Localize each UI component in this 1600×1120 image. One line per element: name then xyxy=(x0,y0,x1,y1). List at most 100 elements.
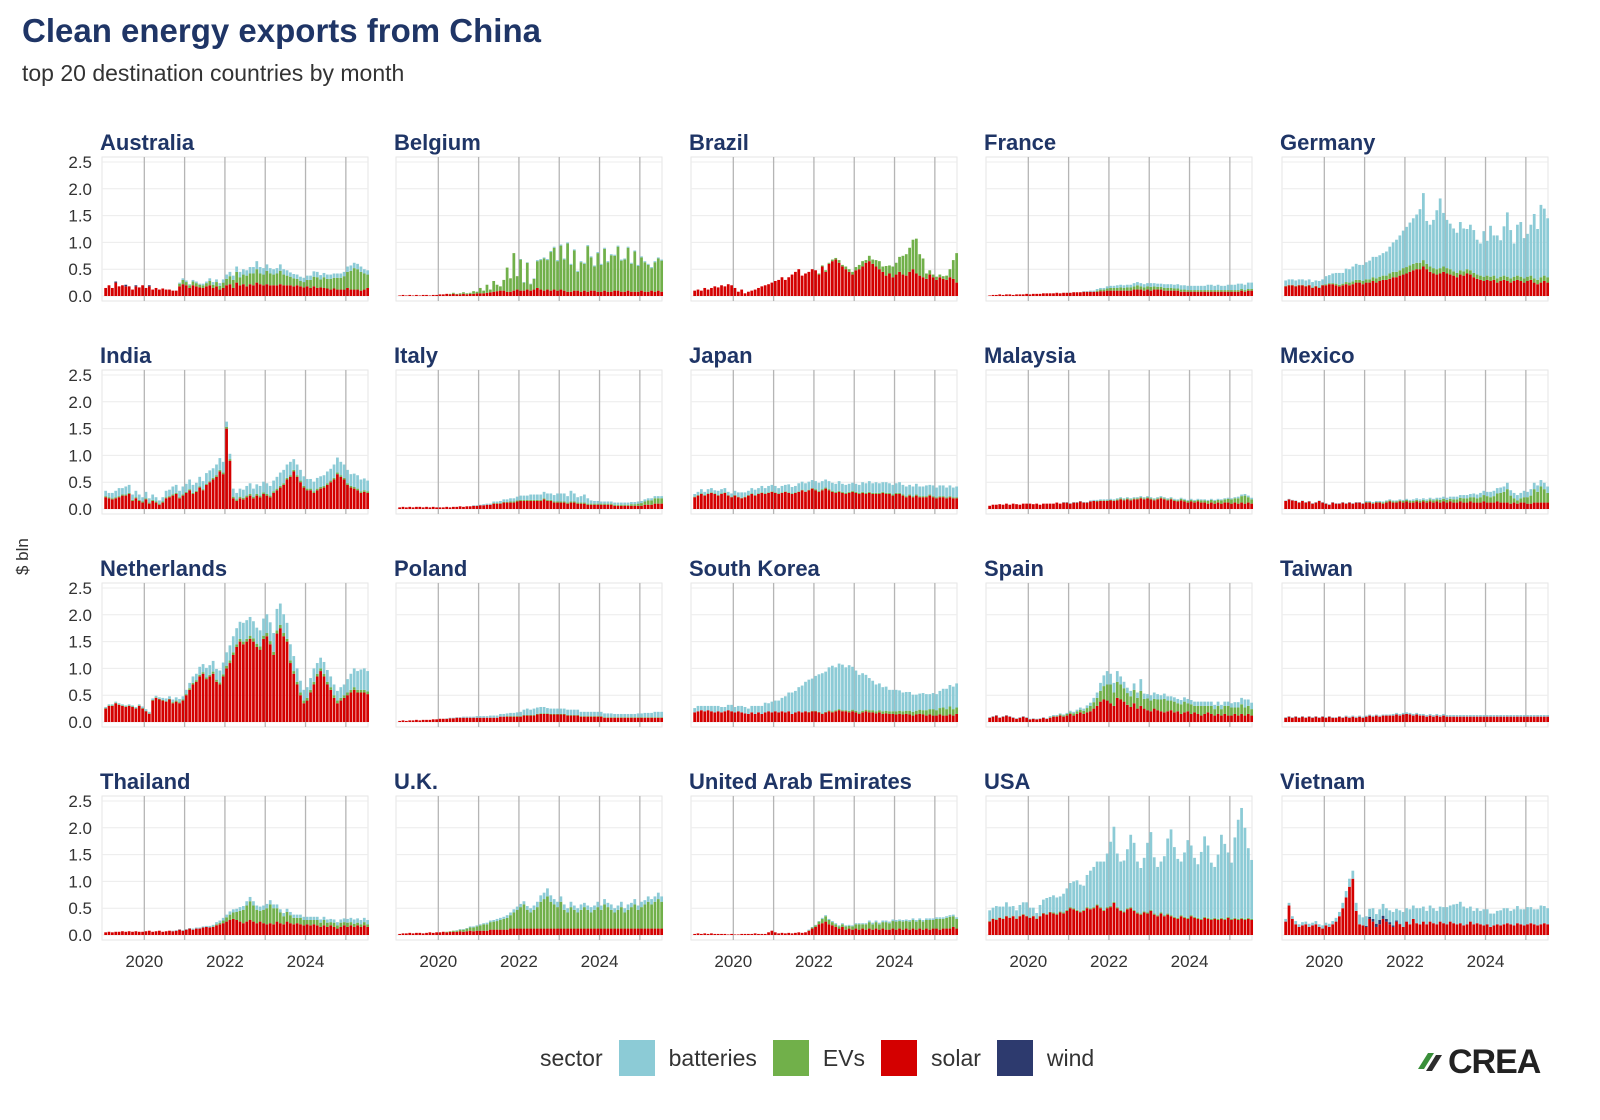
bar-solar xyxy=(770,282,774,296)
bar-solar xyxy=(1132,910,1136,935)
bar-batteries xyxy=(1505,908,1509,924)
bar-evs xyxy=(572,250,576,291)
bar-evs xyxy=(238,910,242,922)
bar-solar xyxy=(1398,924,1402,935)
bar-batteries xyxy=(1199,851,1203,919)
bar-batteries xyxy=(1132,283,1136,287)
bar-evs xyxy=(542,258,546,291)
bar-solar xyxy=(1206,503,1210,509)
bar-evs xyxy=(1156,286,1159,290)
bar-evs xyxy=(231,912,235,919)
bar-solar xyxy=(431,294,435,296)
bar-batteries xyxy=(931,485,935,497)
bar-solar xyxy=(854,492,858,509)
bar-batteries xyxy=(1408,499,1412,501)
bar-batteries xyxy=(780,485,784,493)
bar-batteries xyxy=(1196,285,1200,291)
bar-batteries xyxy=(1055,897,1059,914)
bar-evs xyxy=(830,490,834,492)
bar-solar xyxy=(1162,290,1166,296)
bar-batteries xyxy=(208,665,212,675)
bar-batteries xyxy=(505,499,509,503)
bar-evs xyxy=(1327,283,1331,285)
bar-batteries xyxy=(1297,717,1301,718)
bar-batteries xyxy=(1146,496,1149,498)
bar-solar xyxy=(485,930,489,935)
bar-evs xyxy=(1021,914,1025,915)
bar-evs xyxy=(948,706,952,715)
bar-solar xyxy=(716,711,720,722)
bar-evs xyxy=(556,907,559,929)
bar-solar xyxy=(178,498,181,509)
bar-evs xyxy=(1465,498,1469,503)
bar-solar xyxy=(1129,500,1133,509)
bar-evs xyxy=(1395,501,1398,503)
bar-batteries xyxy=(1539,715,1543,717)
bar-batteries xyxy=(1062,502,1065,503)
bar-batteries xyxy=(941,688,945,708)
bar-solar xyxy=(215,286,218,296)
bar-evs xyxy=(1139,913,1143,915)
bar-evs xyxy=(252,496,255,499)
bar-solar xyxy=(596,291,600,296)
bar-batteries xyxy=(1536,909,1539,926)
bar-solar xyxy=(141,502,144,509)
bar-evs xyxy=(151,499,155,501)
bar-solar xyxy=(289,476,292,509)
bar-batteries xyxy=(362,917,366,923)
bar-solar xyxy=(867,492,871,509)
bar-batteries xyxy=(1307,500,1311,502)
bar-solar xyxy=(1186,918,1190,935)
bar-batteries xyxy=(319,657,322,669)
bar-solar xyxy=(299,924,302,935)
bar-solar xyxy=(613,717,616,722)
bar-solar xyxy=(1354,502,1358,509)
bar-solar xyxy=(881,928,885,935)
bar-batteries xyxy=(201,664,205,673)
bar-solar xyxy=(1502,924,1506,935)
bar-solar xyxy=(1089,291,1092,296)
bar-solar xyxy=(1307,285,1311,296)
bar-batteries xyxy=(1246,495,1250,498)
bar-solar xyxy=(921,714,925,722)
bar-solar xyxy=(1236,919,1240,935)
bar-evs xyxy=(699,493,703,494)
bar-evs xyxy=(837,709,841,711)
bar-solar xyxy=(807,490,811,509)
bar-solar xyxy=(1374,926,1378,935)
bar-solar xyxy=(988,295,992,296)
bar-evs xyxy=(703,495,707,496)
bar-batteries xyxy=(864,923,868,925)
bar-batteries xyxy=(1364,262,1368,280)
bar-batteries xyxy=(114,701,118,703)
bar-batteries xyxy=(154,497,158,502)
bar-solar xyxy=(1031,293,1035,296)
bar-solar xyxy=(502,502,506,509)
bar-solar xyxy=(238,285,242,296)
bar-solar xyxy=(599,928,603,935)
bar-batteries xyxy=(1209,701,1213,706)
bar-solar xyxy=(241,284,245,296)
bar-evs xyxy=(309,689,312,693)
bar-solar xyxy=(302,703,306,722)
bar-batteries xyxy=(359,479,363,492)
bar-solar xyxy=(1042,913,1045,935)
bar-solar xyxy=(723,933,727,935)
bar-solar xyxy=(603,717,606,722)
bar-evs xyxy=(488,922,492,930)
bar-batteries xyxy=(1341,272,1345,284)
bar-batteries xyxy=(1183,852,1186,917)
bar-solar xyxy=(710,711,713,722)
bar-evs xyxy=(342,276,346,290)
bar-batteries xyxy=(1522,490,1526,498)
bar-batteries xyxy=(1243,827,1247,919)
bar-solar xyxy=(215,681,218,722)
bar-batteries xyxy=(1311,282,1314,288)
bar-batteries xyxy=(248,896,252,902)
bar-batteries xyxy=(1529,224,1533,276)
bar-batteries xyxy=(275,476,279,489)
bar-evs xyxy=(1183,289,1186,292)
bar-batteries xyxy=(1495,910,1499,925)
bar-batteries xyxy=(1287,716,1291,717)
bar-solar xyxy=(158,699,161,722)
